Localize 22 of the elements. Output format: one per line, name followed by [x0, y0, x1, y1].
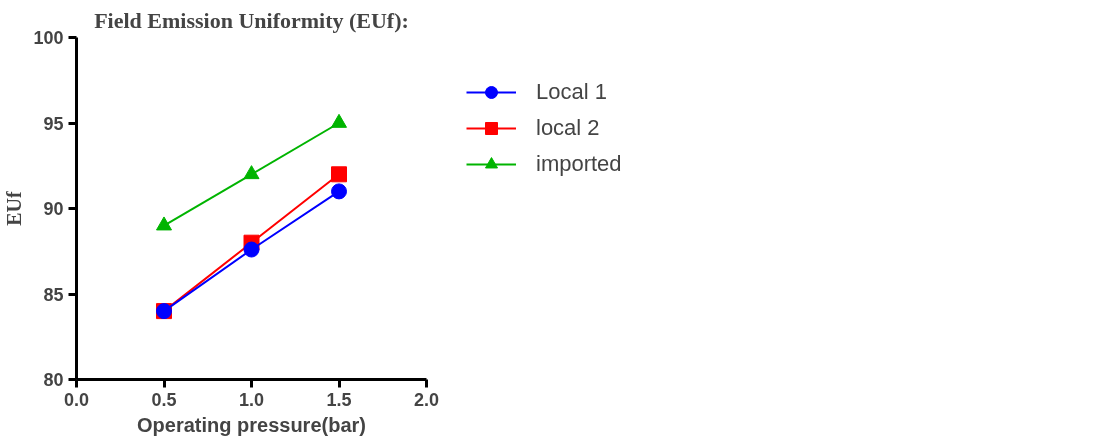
y-tick-label: 100	[33, 28, 64, 48]
x-tick-label: 0.0	[63, 389, 90, 410]
x-tick-label: 1.0	[238, 389, 265, 410]
point	[331, 166, 347, 183]
x-axis-title: Operating pressure(bar)	[137, 413, 366, 436]
point	[156, 216, 172, 231]
x-tick-label: 1.5	[326, 389, 352, 410]
point	[243, 241, 260, 258]
point	[243, 165, 260, 180]
x-tick-label: 0.5	[151, 389, 177, 410]
x-tick-label: 2.0	[413, 389, 440, 410]
legend-label: imported	[536, 151, 622, 177]
chart-title: Field Emission Uniformity (EUf):	[94, 7, 409, 33]
y-axis-title: EUf	[3, 190, 26, 226]
y-tick-label: 85	[43, 284, 64, 305]
y-tick-label: 95	[43, 113, 64, 134]
legend-label: Local 1	[536, 79, 607, 105]
y-tick-label: 80	[43, 370, 64, 390]
legend-label: local 2	[536, 115, 600, 141]
y-tick-label: 90	[43, 199, 64, 219]
point	[331, 183, 347, 200]
point	[331, 113, 347, 128]
